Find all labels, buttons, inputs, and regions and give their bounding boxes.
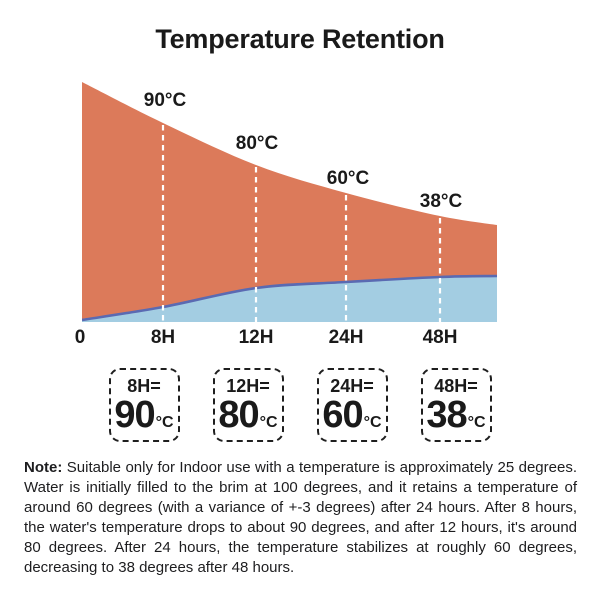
temp-label-24h: 60°C [326,168,370,189]
summary-box-24h: 24H= 60°C [316,368,388,443]
celsius-unit: °C [259,414,278,431]
x-tick-0: 0 [74,327,86,348]
note-text: Suitable only for Indoor use with a temp… [24,459,577,576]
summary-box-label: 8H= [127,376,161,396]
x-tick-8h: 8H [150,327,176,348]
celsius-unit: °C [155,414,174,431]
dashed-guide-lines [161,125,442,322]
x-tick-12h: 12H [238,327,274,348]
summary-box-8h: 8H= 90°C [108,368,180,443]
summary-box-label: 24H= [330,376,374,396]
summary-box-label: 12H= [226,376,270,396]
lower-band-area [82,276,497,322]
summary-box-value: 60 [322,394,363,436]
summary-box-value-row: 60°C [322,395,381,443]
summary-box-value: 90 [114,394,155,436]
page-title: Temperature Retention [155,24,445,54]
note-prefix: Note: [24,459,63,476]
summary-box-label: 48H= [434,376,478,396]
temperature-area [82,82,497,320]
band-boundary-line [82,274,497,322]
summary-box-12h: 12H= 80°C [212,368,284,443]
summary-boxes-row: 8H= 90°C 12H= 80°C 24H= 60°C 48H= 38°C [0,368,600,442]
summary-box-value: 38 [426,394,467,436]
celsius-unit: °C [363,414,382,431]
temp-label-12h: 80°C [235,133,279,154]
summary-box-value-row: 38°C [426,395,485,443]
temperature-area-chart [82,82,497,322]
x-tick-48h: 48H [422,327,458,348]
note-paragraph: Note: Suitable only for Indoor use with … [24,458,577,578]
temp-label-48h: 38°C [419,191,463,212]
celsius-unit: °C [467,414,486,431]
summary-box-value: 80 [218,394,259,436]
summary-box-value-row: 90°C [114,395,173,443]
x-tick-24h: 24H [328,327,364,348]
summary-box-48h: 48H= 38°C [420,368,492,443]
summary-box-value-row: 80°C [218,395,277,443]
temp-label-8h: 90°C [143,90,187,111]
